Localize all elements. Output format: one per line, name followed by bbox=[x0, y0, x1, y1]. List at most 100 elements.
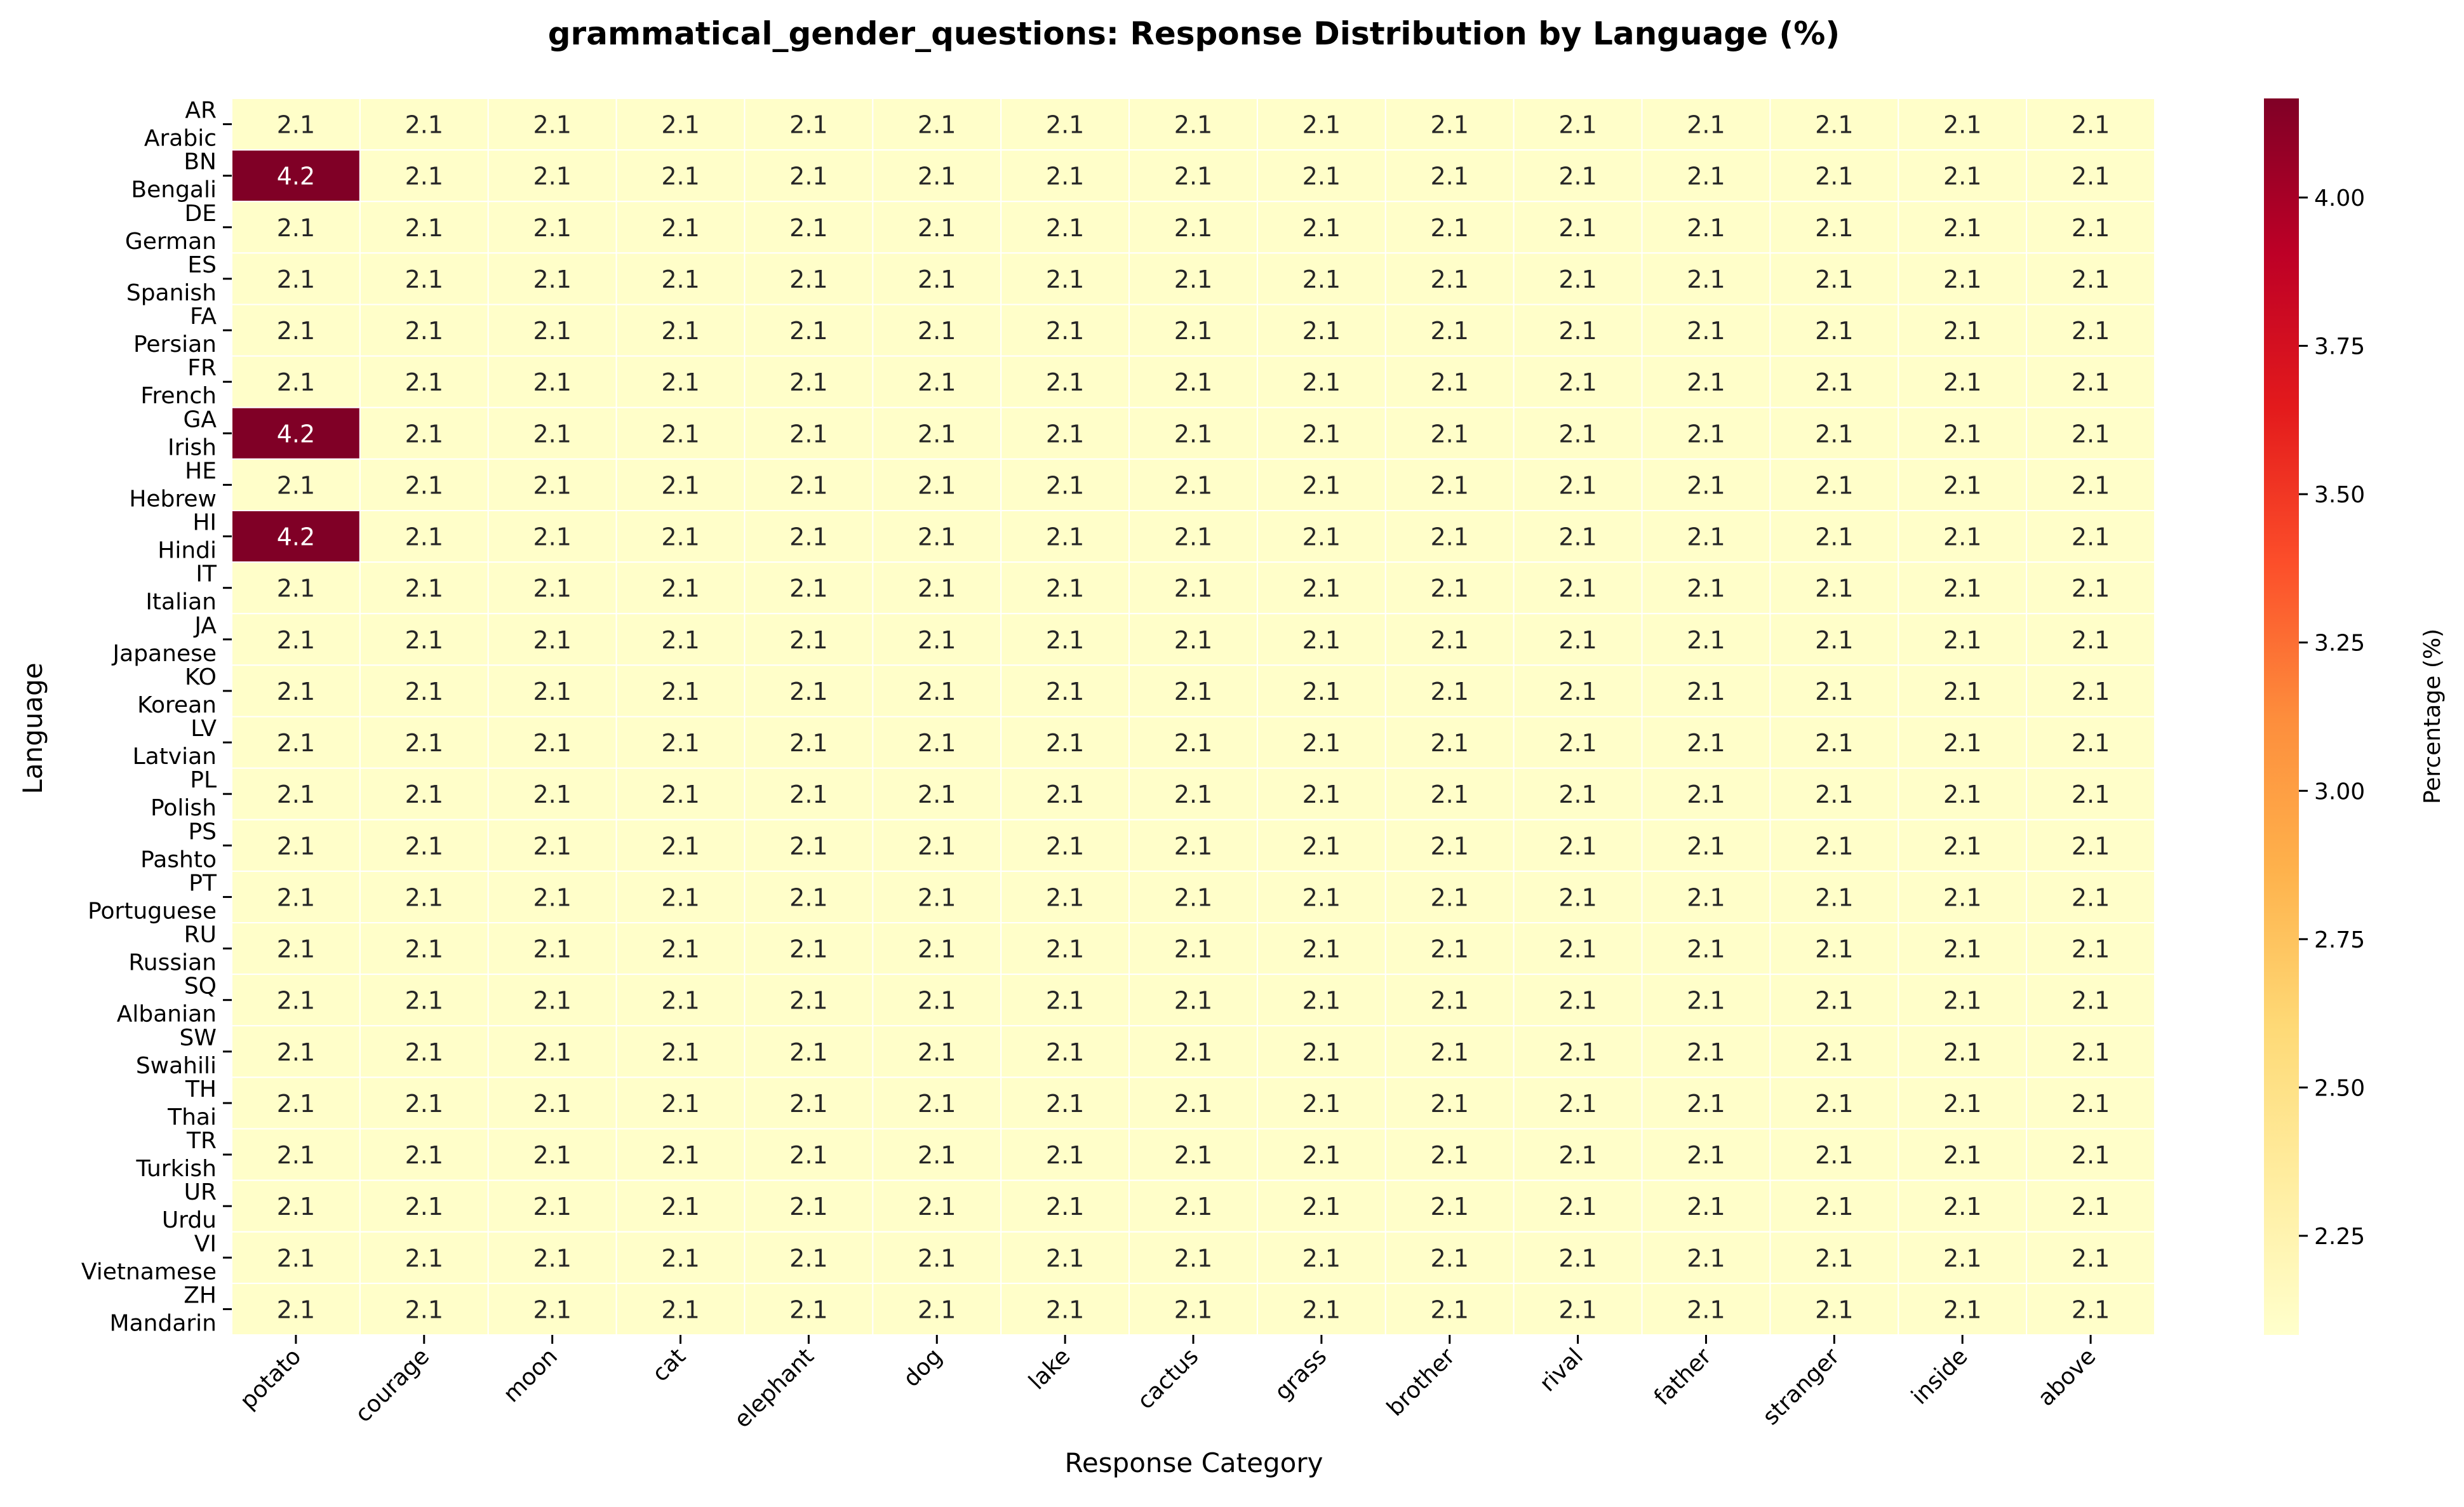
heatmap-cell bbox=[872, 1128, 1002, 1181]
heatmap-cell bbox=[1000, 1128, 1130, 1181]
cell-value-label: 2.1 bbox=[1431, 1141, 1469, 1169]
heatmap-cell bbox=[1128, 922, 1258, 975]
heatmap-cell bbox=[231, 613, 361, 666]
heatmap-cell bbox=[1384, 252, 1515, 305]
heatmap-cell bbox=[1769, 974, 1899, 1027]
cell-value-label: 2.1 bbox=[2072, 575, 2110, 603]
cell-value-label: 2.1 bbox=[918, 883, 956, 911]
heatmap-cell bbox=[1000, 304, 1130, 357]
cell-value-label: 2.1 bbox=[1174, 265, 1212, 293]
cell-value-label: 2.1 bbox=[1046, 111, 1084, 139]
heatmap-cell bbox=[1513, 664, 1643, 718]
cell-value-label: 2.1 bbox=[2072, 420, 2110, 448]
cell-value-label: 2.1 bbox=[1431, 214, 1469, 242]
cell-value-label: 2.1 bbox=[405, 575, 443, 603]
heatmap-cell bbox=[1898, 458, 2028, 511]
cell-value-label: 2.1 bbox=[405, 317, 443, 345]
cell-value-label: 2.1 bbox=[1943, 832, 1981, 860]
heatmap-cells: 2.1 2.1 2.1 2.1 2.1 2.1 2.1 2.1 2.1 2.1 2.1 2.1 2.1 2… bbox=[231, 98, 2155, 1336]
cell-value-label: 2.1 bbox=[1302, 575, 1341, 603]
cell-value-label: 2.1 bbox=[1815, 678, 1853, 706]
y-tick-code: SW bbox=[180, 1025, 217, 1051]
cell-value-label: 2.1 bbox=[533, 575, 571, 603]
cell-value-label: 2.1 bbox=[918, 575, 956, 603]
cell-value-label: 2.1 bbox=[661, 163, 699, 191]
heatmap-cell bbox=[872, 406, 1002, 460]
heatmap-cell bbox=[1641, 510, 1771, 563]
cell-value-label: 2.1 bbox=[1174, 471, 1212, 499]
heatmap-cell bbox=[1898, 767, 2028, 820]
heatmap-cell bbox=[1641, 767, 1771, 820]
cell-value-label: 2.1 bbox=[1046, 1090, 1084, 1118]
heatmap-cell bbox=[1000, 1179, 1130, 1233]
heatmap-cell bbox=[1256, 1076, 1386, 1130]
cell-value-label: 2.1 bbox=[1046, 883, 1084, 911]
cell-value-label: 2.1 bbox=[789, 214, 827, 242]
heatmap-cell bbox=[1384, 1076, 1515, 1130]
cell-value-label: 2.1 bbox=[1558, 1038, 1597, 1066]
heatmap-cell bbox=[1513, 355, 1643, 408]
cell-value-label: 2.1 bbox=[1046, 265, 1084, 293]
y-tick-code: GA bbox=[183, 406, 217, 432]
heatmap-cell bbox=[872, 252, 1002, 305]
cell-value-label: 2.1 bbox=[1943, 265, 1981, 293]
cell-value-label: 2.1 bbox=[1046, 368, 1084, 396]
cell-value-label: 2.1 bbox=[405, 265, 443, 293]
cell-value-label: 2.1 bbox=[1687, 1090, 1725, 1118]
cell-value-label: 2.1 bbox=[1687, 163, 1725, 191]
heatmap-cell bbox=[615, 1231, 746, 1284]
heatmap-cell bbox=[1256, 870, 1386, 923]
cell-value-label: 2.1 bbox=[1687, 729, 1725, 757]
cell-value-label: 2.1 bbox=[789, 1141, 827, 1169]
y-tick-language: Hindi bbox=[157, 538, 217, 564]
heatmap-cell bbox=[2026, 1282, 2155, 1336]
cell-value-label: 2.1 bbox=[661, 1090, 699, 1118]
heatmap-cell bbox=[1769, 510, 1899, 563]
heatmap-cell bbox=[359, 149, 489, 203]
cell-value-label: 2.1 bbox=[533, 780, 571, 808]
cell-value-label: 2.1 bbox=[1687, 883, 1725, 911]
heatmap-cell bbox=[1641, 1025, 1771, 1078]
heatmap-cell bbox=[1384, 98, 1515, 151]
cell-value-label: 2.1 bbox=[1302, 111, 1341, 139]
cell-value-label: 2.1 bbox=[1687, 780, 1725, 808]
y-tick-language: Bengali bbox=[131, 177, 217, 203]
heatmap-cell bbox=[487, 922, 617, 975]
cell-value-label: 2.1 bbox=[1431, 729, 1469, 757]
y-tick-code: UR bbox=[184, 1179, 217, 1205]
cell-value-label: 2.1 bbox=[789, 1193, 827, 1221]
cell-value-label: 2.1 bbox=[277, 1193, 315, 1221]
heatmap-cell bbox=[2026, 1231, 2155, 1284]
heatmap-cell bbox=[872, 510, 1002, 563]
cell-value-label: 2.1 bbox=[1943, 1038, 1981, 1066]
cell-value-label: 2.1 bbox=[2072, 832, 2110, 860]
heatmap-cell bbox=[744, 252, 874, 305]
y-tick-language: Korean bbox=[137, 692, 217, 718]
cell-value-label: 2.1 bbox=[1943, 626, 1981, 654]
cell-value-label: 2.1 bbox=[277, 1296, 315, 1323]
cell-value-label: 2.1 bbox=[1687, 1141, 1725, 1169]
cell-value-label: 2.1 bbox=[918, 1193, 956, 1221]
cell-value-label: 2.1 bbox=[789, 678, 827, 706]
heatmap-cell bbox=[1256, 716, 1386, 769]
heatmap-cell bbox=[1898, 664, 2028, 718]
cell-value-label: 2.1 bbox=[789, 1296, 827, 1323]
cell-value-label: 2.1 bbox=[1687, 317, 1725, 345]
heatmap-cell bbox=[872, 1179, 1002, 1233]
heatmap-cell bbox=[744, 149, 874, 203]
cell-value-label: 2.1 bbox=[1302, 832, 1341, 860]
colorbar-tick-label: 3.25 bbox=[2314, 631, 2365, 657]
heatmap-cell bbox=[1256, 767, 1386, 820]
heatmap-cell bbox=[1000, 1076, 1130, 1130]
cell-value-label: 2.1 bbox=[1174, 368, 1212, 396]
cell-value-label: 2.1 bbox=[1174, 1244, 1212, 1272]
heatmap-cell bbox=[1128, 98, 1258, 151]
cell-value-label: 2.1 bbox=[789, 523, 827, 551]
cell-value-label: 2.1 bbox=[533, 729, 571, 757]
cell-value-label: 2.1 bbox=[1174, 987, 1212, 1015]
cell-value-label: 2.1 bbox=[1558, 1141, 1597, 1169]
y-tick-code: TR bbox=[186, 1128, 217, 1154]
cell-value-label: 2.1 bbox=[789, 1038, 827, 1066]
heatmap-cell bbox=[615, 922, 746, 975]
